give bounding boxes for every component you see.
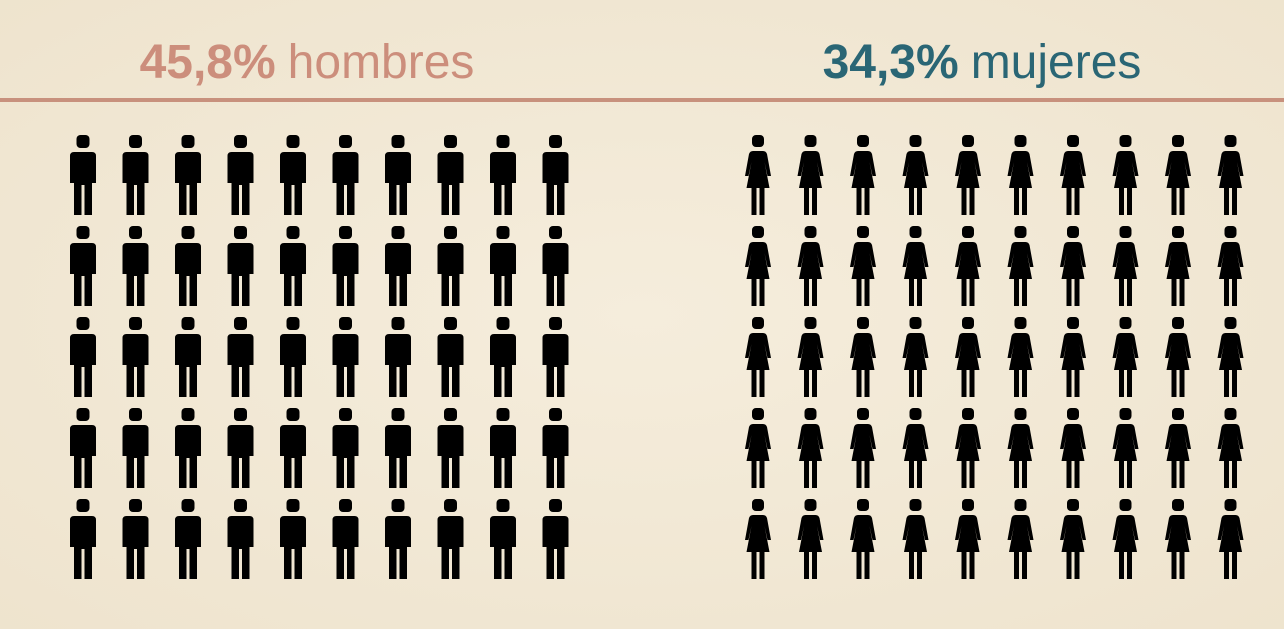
chart-title: 45,8% hombres (140, 36, 475, 89)
category-label: hombres (288, 36, 475, 89)
value-label: 34,3% (823, 36, 959, 89)
charts: 45,8% hombres 34,3% mujeres (70, 36, 1244, 579)
value-label: 45,8% (140, 36, 276, 89)
category-label: mujeres (971, 36, 1142, 89)
chart-title: 34,3% mujeres (823, 36, 1142, 89)
